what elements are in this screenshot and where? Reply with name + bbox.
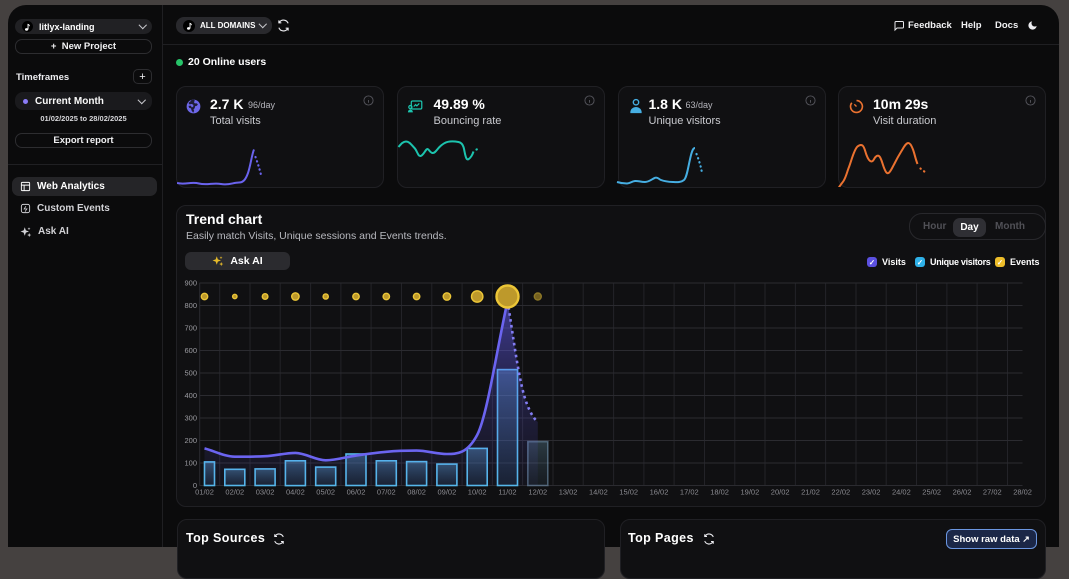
svg-text:11/02: 11/02 <box>498 488 516 497</box>
svg-text:27/02: 27/02 <box>983 488 1002 497</box>
svg-text:800: 800 <box>184 301 197 310</box>
svg-text:19/02: 19/02 <box>741 488 760 497</box>
svg-text:15/02: 15/02 <box>619 488 638 497</box>
svg-text:17/02: 17/02 <box>680 488 699 497</box>
svg-text:08/02: 08/02 <box>407 488 426 497</box>
svg-text:20/02: 20/02 <box>771 488 790 497</box>
svg-text:28/02: 28/02 <box>1013 488 1032 497</box>
svg-text:500: 500 <box>184 369 197 378</box>
svg-text:0: 0 <box>193 481 197 490</box>
svg-text:25/02: 25/02 <box>922 488 941 497</box>
svg-text:22/02: 22/02 <box>831 488 850 497</box>
svg-text:14/02: 14/02 <box>589 488 608 497</box>
svg-text:100: 100 <box>184 459 197 468</box>
svg-text:900: 900 <box>184 279 197 288</box>
svg-text:700: 700 <box>184 324 197 333</box>
svg-text:05/02: 05/02 <box>316 488 335 497</box>
svg-text:12/02: 12/02 <box>528 488 547 497</box>
svg-text:09/02: 09/02 <box>438 488 457 497</box>
svg-text:18/02: 18/02 <box>710 488 729 497</box>
svg-text:300: 300 <box>184 414 197 423</box>
svg-text:600: 600 <box>184 346 197 355</box>
svg-text:24/02: 24/02 <box>892 488 911 497</box>
svg-text:200: 200 <box>184 436 197 445</box>
svg-text:01/02: 01/02 <box>195 488 214 497</box>
svg-text:06/02: 06/02 <box>347 488 366 497</box>
svg-text:16/02: 16/02 <box>650 488 669 497</box>
svg-text:26/02: 26/02 <box>953 488 972 497</box>
svg-text:13/02: 13/02 <box>559 488 578 497</box>
svg-text:07/02: 07/02 <box>377 488 396 497</box>
svg-text:21/02: 21/02 <box>801 488 820 497</box>
svg-text:02/02: 02/02 <box>225 488 244 497</box>
svg-text:03/02: 03/02 <box>256 488 275 497</box>
svg-text:400: 400 <box>184 391 197 400</box>
svg-text:10/02: 10/02 <box>468 488 487 497</box>
svg-text:23/02: 23/02 <box>862 488 881 497</box>
svg-text:04/02: 04/02 <box>286 488 305 497</box>
